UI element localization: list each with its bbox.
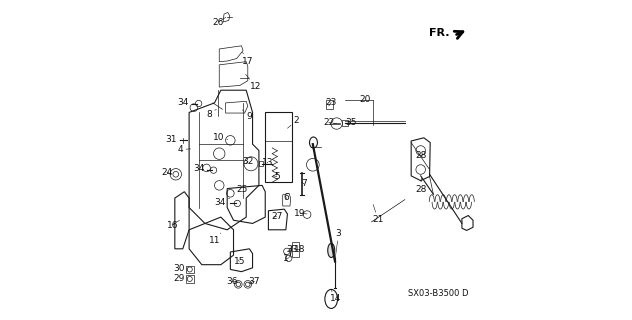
Text: 30: 30 bbox=[173, 264, 188, 273]
Text: 13: 13 bbox=[262, 158, 274, 167]
Text: 28: 28 bbox=[415, 178, 427, 194]
Text: 5: 5 bbox=[273, 172, 280, 181]
Ellipse shape bbox=[328, 243, 335, 258]
Bar bbox=[292, 243, 298, 257]
Text: 6: 6 bbox=[284, 193, 289, 202]
Text: FR.: FR. bbox=[428, 28, 449, 38]
Text: 8: 8 bbox=[206, 109, 216, 118]
Text: 35: 35 bbox=[345, 118, 356, 127]
Text: 11: 11 bbox=[209, 233, 221, 245]
Text: 19: 19 bbox=[295, 209, 307, 218]
Text: 25: 25 bbox=[233, 185, 248, 194]
Text: 2: 2 bbox=[288, 116, 300, 128]
Bar bbox=[265, 112, 292, 182]
Text: 37: 37 bbox=[249, 277, 260, 286]
Text: 26: 26 bbox=[212, 17, 226, 27]
Text: 31: 31 bbox=[166, 135, 181, 144]
Text: 7: 7 bbox=[301, 179, 307, 188]
Text: 24: 24 bbox=[161, 168, 173, 177]
Text: 16: 16 bbox=[166, 220, 179, 229]
Text: 27: 27 bbox=[271, 212, 283, 221]
Text: 15: 15 bbox=[233, 257, 245, 266]
Text: 10: 10 bbox=[212, 133, 228, 142]
Text: 34: 34 bbox=[214, 198, 229, 207]
Text: 23: 23 bbox=[325, 98, 337, 107]
Bar bbox=[343, 120, 348, 126]
Text: 29: 29 bbox=[173, 275, 188, 284]
Text: 14: 14 bbox=[330, 290, 341, 303]
Text: 32: 32 bbox=[243, 157, 254, 166]
Text: 36: 36 bbox=[226, 277, 238, 286]
Text: 34: 34 bbox=[178, 98, 193, 107]
Text: 22: 22 bbox=[323, 118, 337, 127]
Text: 9: 9 bbox=[243, 110, 253, 121]
Text: 17: 17 bbox=[243, 52, 254, 66]
Bar bbox=[186, 266, 193, 273]
Text: 20: 20 bbox=[360, 95, 371, 104]
Text: 34: 34 bbox=[193, 164, 207, 173]
Text: 33: 33 bbox=[286, 245, 298, 254]
Bar bbox=[259, 161, 263, 166]
Text: 21: 21 bbox=[372, 204, 384, 224]
Text: 12: 12 bbox=[246, 74, 262, 91]
Bar bbox=[186, 275, 193, 283]
Text: 1: 1 bbox=[283, 254, 289, 263]
Bar bbox=[325, 100, 334, 109]
Text: 4: 4 bbox=[178, 145, 191, 154]
Text: 28: 28 bbox=[415, 151, 427, 160]
Text: 18: 18 bbox=[294, 245, 305, 254]
Text: SX03-B3500 D: SX03-B3500 D bbox=[408, 289, 468, 298]
Text: 3: 3 bbox=[335, 229, 341, 260]
